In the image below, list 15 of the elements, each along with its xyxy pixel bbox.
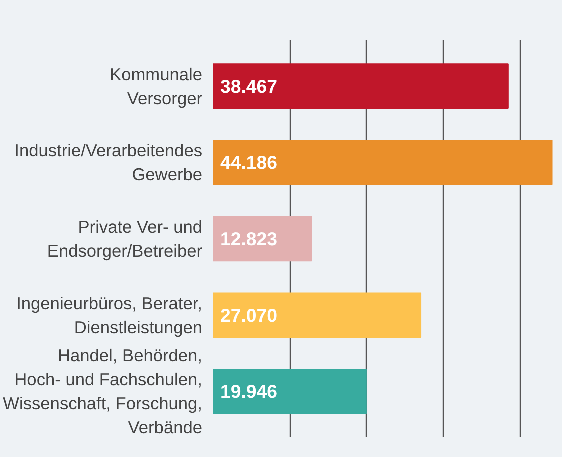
bar [214, 140, 553, 186]
bar [214, 292, 422, 338]
y-tick-label: Ingenieurbüros, Berater, Dienstleistungen [16, 293, 203, 338]
bar [214, 369, 367, 414]
y-tick-label: Private Ver- und Endsorger/Betreiber [47, 217, 203, 261]
data-label: 19.946 [220, 381, 278, 402]
bar [214, 216, 312, 262]
bar [214, 64, 509, 109]
y-tick-label: Kommunale Versorger [110, 64, 203, 108]
data-label: 27.070 [220, 304, 278, 326]
data-label: 38.467 [220, 76, 278, 97]
data-label: 12.823 [220, 228, 278, 250]
y-tick-label: Handel, Behörden, Hoch- und Fachschulen, Wissenschaft, Forschung, Verbände [3, 346, 203, 438]
y-tick-label: Industrie/Verarbeitendes Gewerbe [14, 140, 203, 185]
data-label: 44.186 [220, 152, 278, 174]
